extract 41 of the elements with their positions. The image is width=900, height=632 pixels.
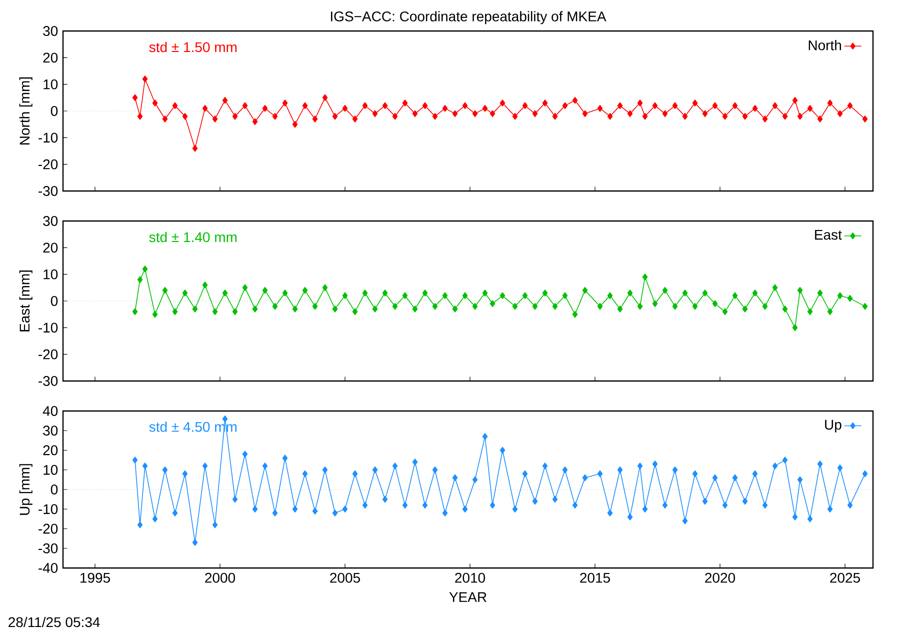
y-tick-label: -40 (38, 563, 58, 574)
y-axis-title: Up [mm] (19, 464, 32, 515)
y-axis-title: East [mm] (19, 270, 32, 332)
y-tick-label: 20 (43, 445, 58, 456)
y-tick-label: -10 (38, 322, 58, 333)
y-tick-label: -20 (38, 159, 58, 170)
y-tick-label: 20 (43, 242, 58, 253)
y-tick-label: 10 (44, 269, 58, 280)
y-tick-label: 20 (43, 52, 58, 63)
y-tick-label: 30 (43, 426, 58, 436)
y-tick-label: 40 (42, 406, 58, 416)
y-tick-label: -20 (38, 349, 58, 360)
annotation: std ± 1.40 mm (149, 232, 237, 242)
x-tick-label: 1995 (80, 572, 110, 583)
y-tick-label: 10 (44, 465, 58, 475)
x-tick-label: 2005 (330, 572, 360, 583)
legend-label: North (808, 40, 842, 50)
y-tick-label: 30 (43, 26, 58, 36)
x-tick-label: 2025 (830, 572, 860, 583)
y-tick-label: -30 (38, 544, 58, 554)
y-tick-label: -30 (38, 186, 58, 196)
y-tick-label: -10 (38, 504, 58, 514)
chart-title: IGS−ACC: Coordinate repeatability of MKEA (330, 11, 606, 24)
y-tick-label: 30 (43, 216, 58, 226)
y-tick-label: -20 (38, 524, 58, 534)
y-axis-title: North [mm] (19, 77, 32, 145)
x-tick-label: 2000 (205, 572, 236, 583)
y-tick-label: 0 (50, 106, 58, 116)
x-tick-label: 2020 (705, 572, 736, 583)
y-tick-label: -10 (38, 132, 58, 143)
text: 28/11/25 05:34 (8, 616, 100, 628)
legend-label: East (815, 230, 842, 240)
y-tick-label: 0 (50, 296, 58, 306)
legend-label: Up (825, 420, 842, 433)
y-tick-label: 10 (44, 79, 58, 90)
x-tick-label: 2010 (455, 572, 486, 583)
x-axis-title: YEAR (449, 592, 486, 602)
annotation: std ± 1.50 mm (149, 42, 237, 52)
x-tick-label: 2015 (580, 572, 610, 583)
y-tick-label: -30 (38, 376, 58, 386)
y-tick-label: 0 (50, 484, 58, 495)
